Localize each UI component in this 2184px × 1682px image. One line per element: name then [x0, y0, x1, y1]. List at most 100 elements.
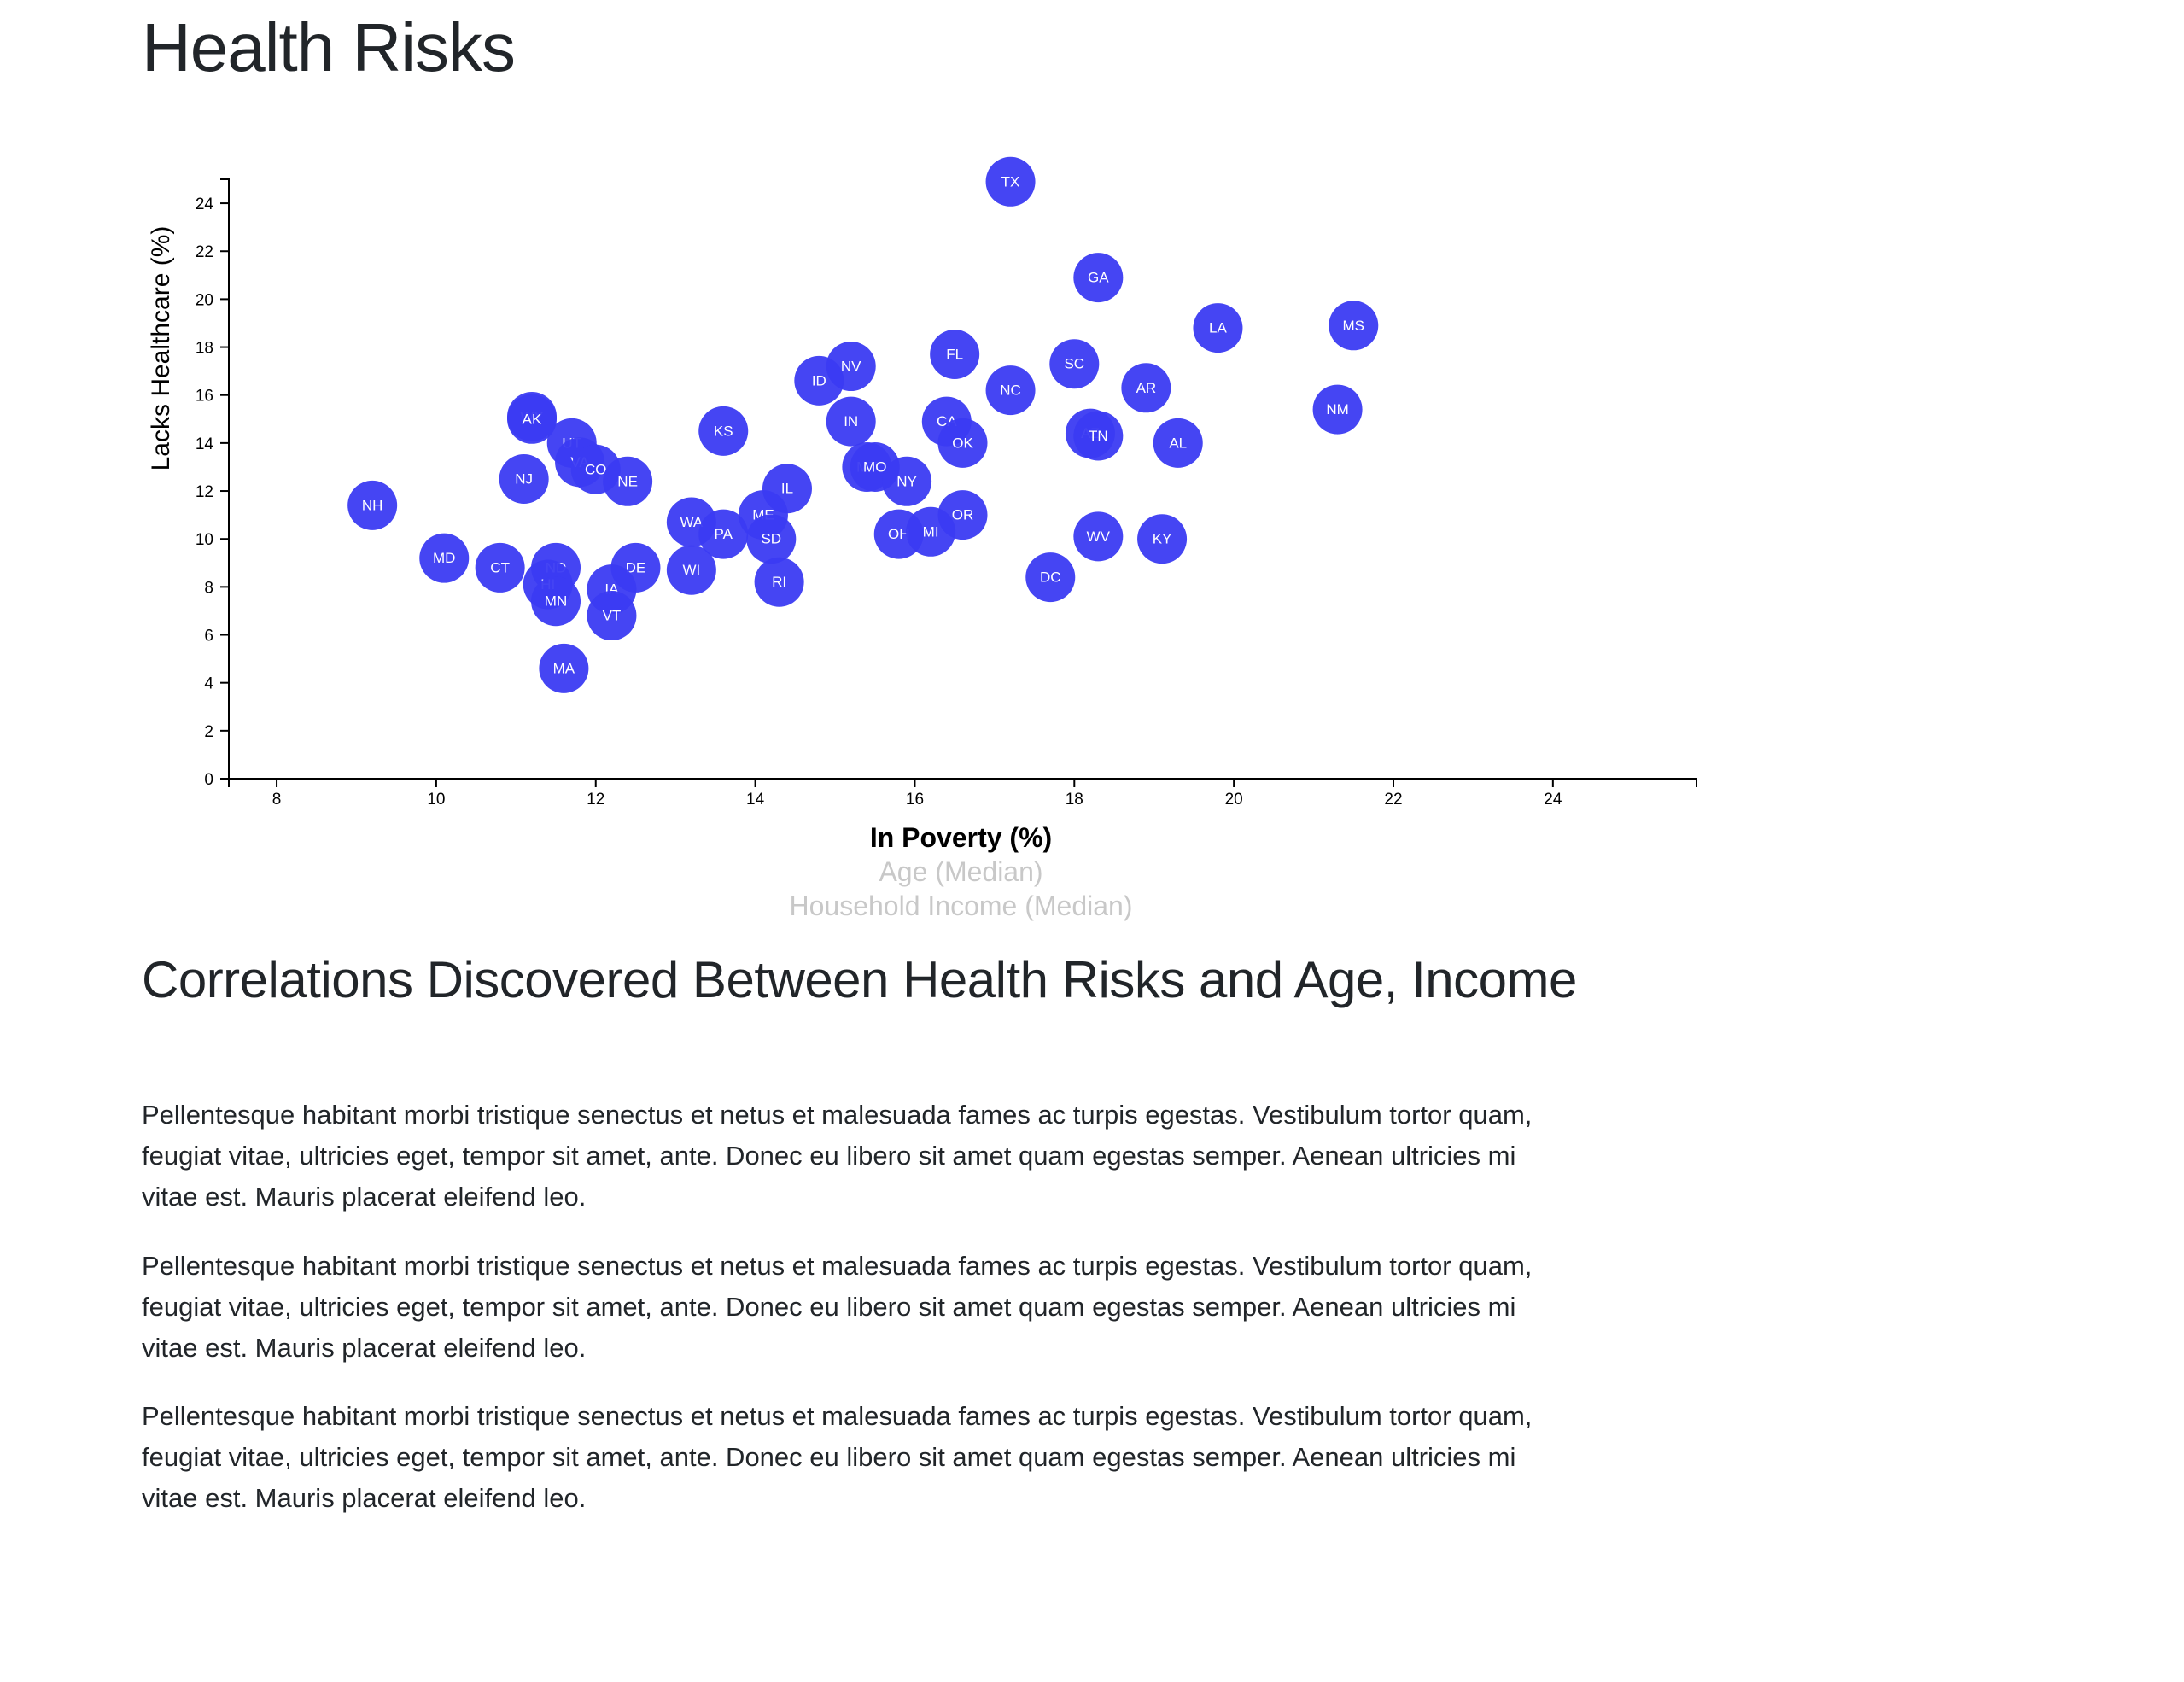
state-point-ne[interactable]: NE — [603, 456, 653, 506]
x-tick-label: 20 — [1225, 791, 1243, 809]
y-tick-label: 22 — [196, 243, 213, 261]
x-axis-option-label[interactable]: Household Income (Median) — [790, 891, 1133, 921]
state-circle[interactable] — [754, 557, 804, 607]
state-circle[interactable] — [531, 576, 581, 627]
state-circle[interactable] — [1137, 514, 1188, 564]
state-point-nh[interactable]: NH — [347, 480, 398, 530]
state-circle[interactable] — [794, 355, 844, 406]
section-heading: Correlations Discovered Between Health R… — [142, 951, 1577, 1008]
x-axis-option-label[interactable]: In Poverty (%) — [870, 822, 1052, 853]
state-circle[interactable] — [1329, 301, 1379, 351]
state-point-mi[interactable]: MI — [906, 506, 956, 557]
state-circle[interactable] — [1312, 384, 1363, 435]
state-point-mn[interactable]: MN — [531, 576, 581, 627]
state-point-ny[interactable]: NY — [882, 456, 932, 506]
state-circle[interactable] — [1073, 411, 1124, 461]
state-circle[interactable] — [698, 509, 749, 559]
state-point-al[interactable]: AL — [1153, 418, 1203, 468]
state-point-ak[interactable]: AK — [507, 394, 558, 444]
state-circle[interactable] — [985, 156, 1036, 207]
state-point-ri[interactable]: RI — [754, 557, 804, 607]
state-circle[interactable] — [906, 506, 956, 557]
state-circle[interactable] — [1073, 511, 1124, 562]
state-label: FL — [946, 346, 963, 362]
state-point-md[interactable]: MD — [419, 533, 470, 583]
state-circle[interactable] — [539, 643, 589, 693]
state-point-la[interactable]: LA — [1193, 303, 1243, 353]
state-circle[interactable] — [1121, 363, 1171, 413]
state-circle[interactable] — [698, 406, 749, 456]
state-label: PA — [715, 526, 733, 542]
state-point-vt[interactable]: VT — [587, 591, 637, 641]
state-label: MD — [433, 550, 455, 566]
state-label: CO — [585, 461, 607, 477]
body-paragraph: Pellentesque habitant morbi tristique se… — [142, 1251, 1533, 1363]
x-tick-label: 22 — [1384, 791, 1402, 809]
state-point-sc[interactable]: SC — [1049, 339, 1100, 389]
state-point-ks[interactable]: KS — [698, 406, 749, 456]
state-label: KS — [714, 423, 733, 439]
state-circle[interactable] — [419, 533, 470, 583]
y-axis-label[interactable]: Lacks Healthcare (%) — [147, 226, 175, 471]
state-point-wv[interactable]: WV — [1073, 511, 1124, 562]
state-circle[interactable] — [603, 456, 653, 506]
state-point-pa[interactable]: PA — [698, 509, 749, 559]
state-circle[interactable] — [746, 514, 797, 564]
state-circle[interactable] — [347, 480, 398, 530]
state-point-ky[interactable]: KY — [1137, 514, 1188, 564]
state-point-ar[interactable]: AR — [1121, 363, 1171, 413]
state-circle[interactable] — [882, 456, 932, 506]
state-circle[interactable] — [587, 591, 637, 641]
state-point-in[interactable]: IN — [826, 396, 876, 447]
state-point-id[interactable]: ID — [794, 355, 844, 406]
page-title: Health Risks — [142, 9, 516, 85]
state-label: DE — [626, 559, 646, 575]
state-label: NC — [1000, 383, 1021, 399]
y-axis-line — [220, 178, 230, 780]
state-point-ok[interactable]: OK — [937, 418, 988, 468]
x-axis: 8 10 12 14 16 18 20 22 24 — [228, 778, 1697, 809]
state-point-nc[interactable]: NC — [985, 365, 1036, 416]
state-circle[interactable] — [1153, 418, 1203, 468]
state-label: CT — [490, 559, 510, 575]
state-circle[interactable] — [985, 365, 1036, 416]
x-tick-label: 24 — [1544, 791, 1562, 809]
state-circle[interactable] — [1025, 552, 1076, 603]
x-axis-option-label[interactable]: Age (Median) — [879, 856, 1042, 887]
y-tick-label: 0 — [204, 771, 213, 789]
state-point-sd[interactable]: SD — [746, 514, 797, 564]
x-tick-label: 8 — [272, 791, 282, 809]
y-tick-label: 4 — [204, 675, 213, 693]
state-circle[interactable] — [507, 394, 558, 444]
scatter-chart: 8 10 12 14 16 18 20 22 24 024681012141618202224 … — [147, 156, 1697, 921]
state-circle[interactable] — [1073, 253, 1124, 303]
state-label: NJ — [515, 471, 533, 488]
state-circle[interactable] — [930, 329, 980, 379]
state-label: NM — [1326, 401, 1348, 418]
state-point-nj[interactable]: NJ — [499, 454, 549, 504]
state-circle[interactable] — [1049, 339, 1100, 389]
state-point-wi[interactable]: WI — [666, 545, 716, 595]
state-point-dc[interactable]: DC — [1025, 552, 1076, 603]
state-circle[interactable] — [937, 418, 988, 468]
state-point-ma[interactable]: MA — [539, 643, 589, 693]
state-point-fl[interactable]: FL — [930, 329, 980, 379]
x-tick-label: 14 — [746, 791, 765, 809]
state-label: OR — [952, 507, 974, 523]
state-point-ms[interactable]: MS — [1329, 301, 1379, 351]
state-label: IL — [781, 481, 793, 497]
state-point-nm[interactable]: NM — [1312, 384, 1363, 435]
x-tick-label: 18 — [1066, 791, 1083, 809]
state-circle[interactable] — [475, 542, 525, 593]
state-label: MO — [863, 458, 886, 475]
state-circle[interactable] — [826, 396, 876, 447]
state-label: AL — [1169, 435, 1187, 451]
state-point-tx[interactable]: TX — [985, 156, 1036, 207]
state-circle[interactable] — [1193, 303, 1243, 353]
state-label: LA — [1209, 320, 1227, 336]
state-point-tn[interactable]: TN — [1073, 411, 1124, 461]
state-point-ct[interactable]: CT — [475, 542, 525, 593]
state-circle[interactable] — [499, 454, 549, 504]
state-circle[interactable] — [666, 545, 716, 595]
state-point-ga[interactable]: GA — [1073, 253, 1124, 303]
